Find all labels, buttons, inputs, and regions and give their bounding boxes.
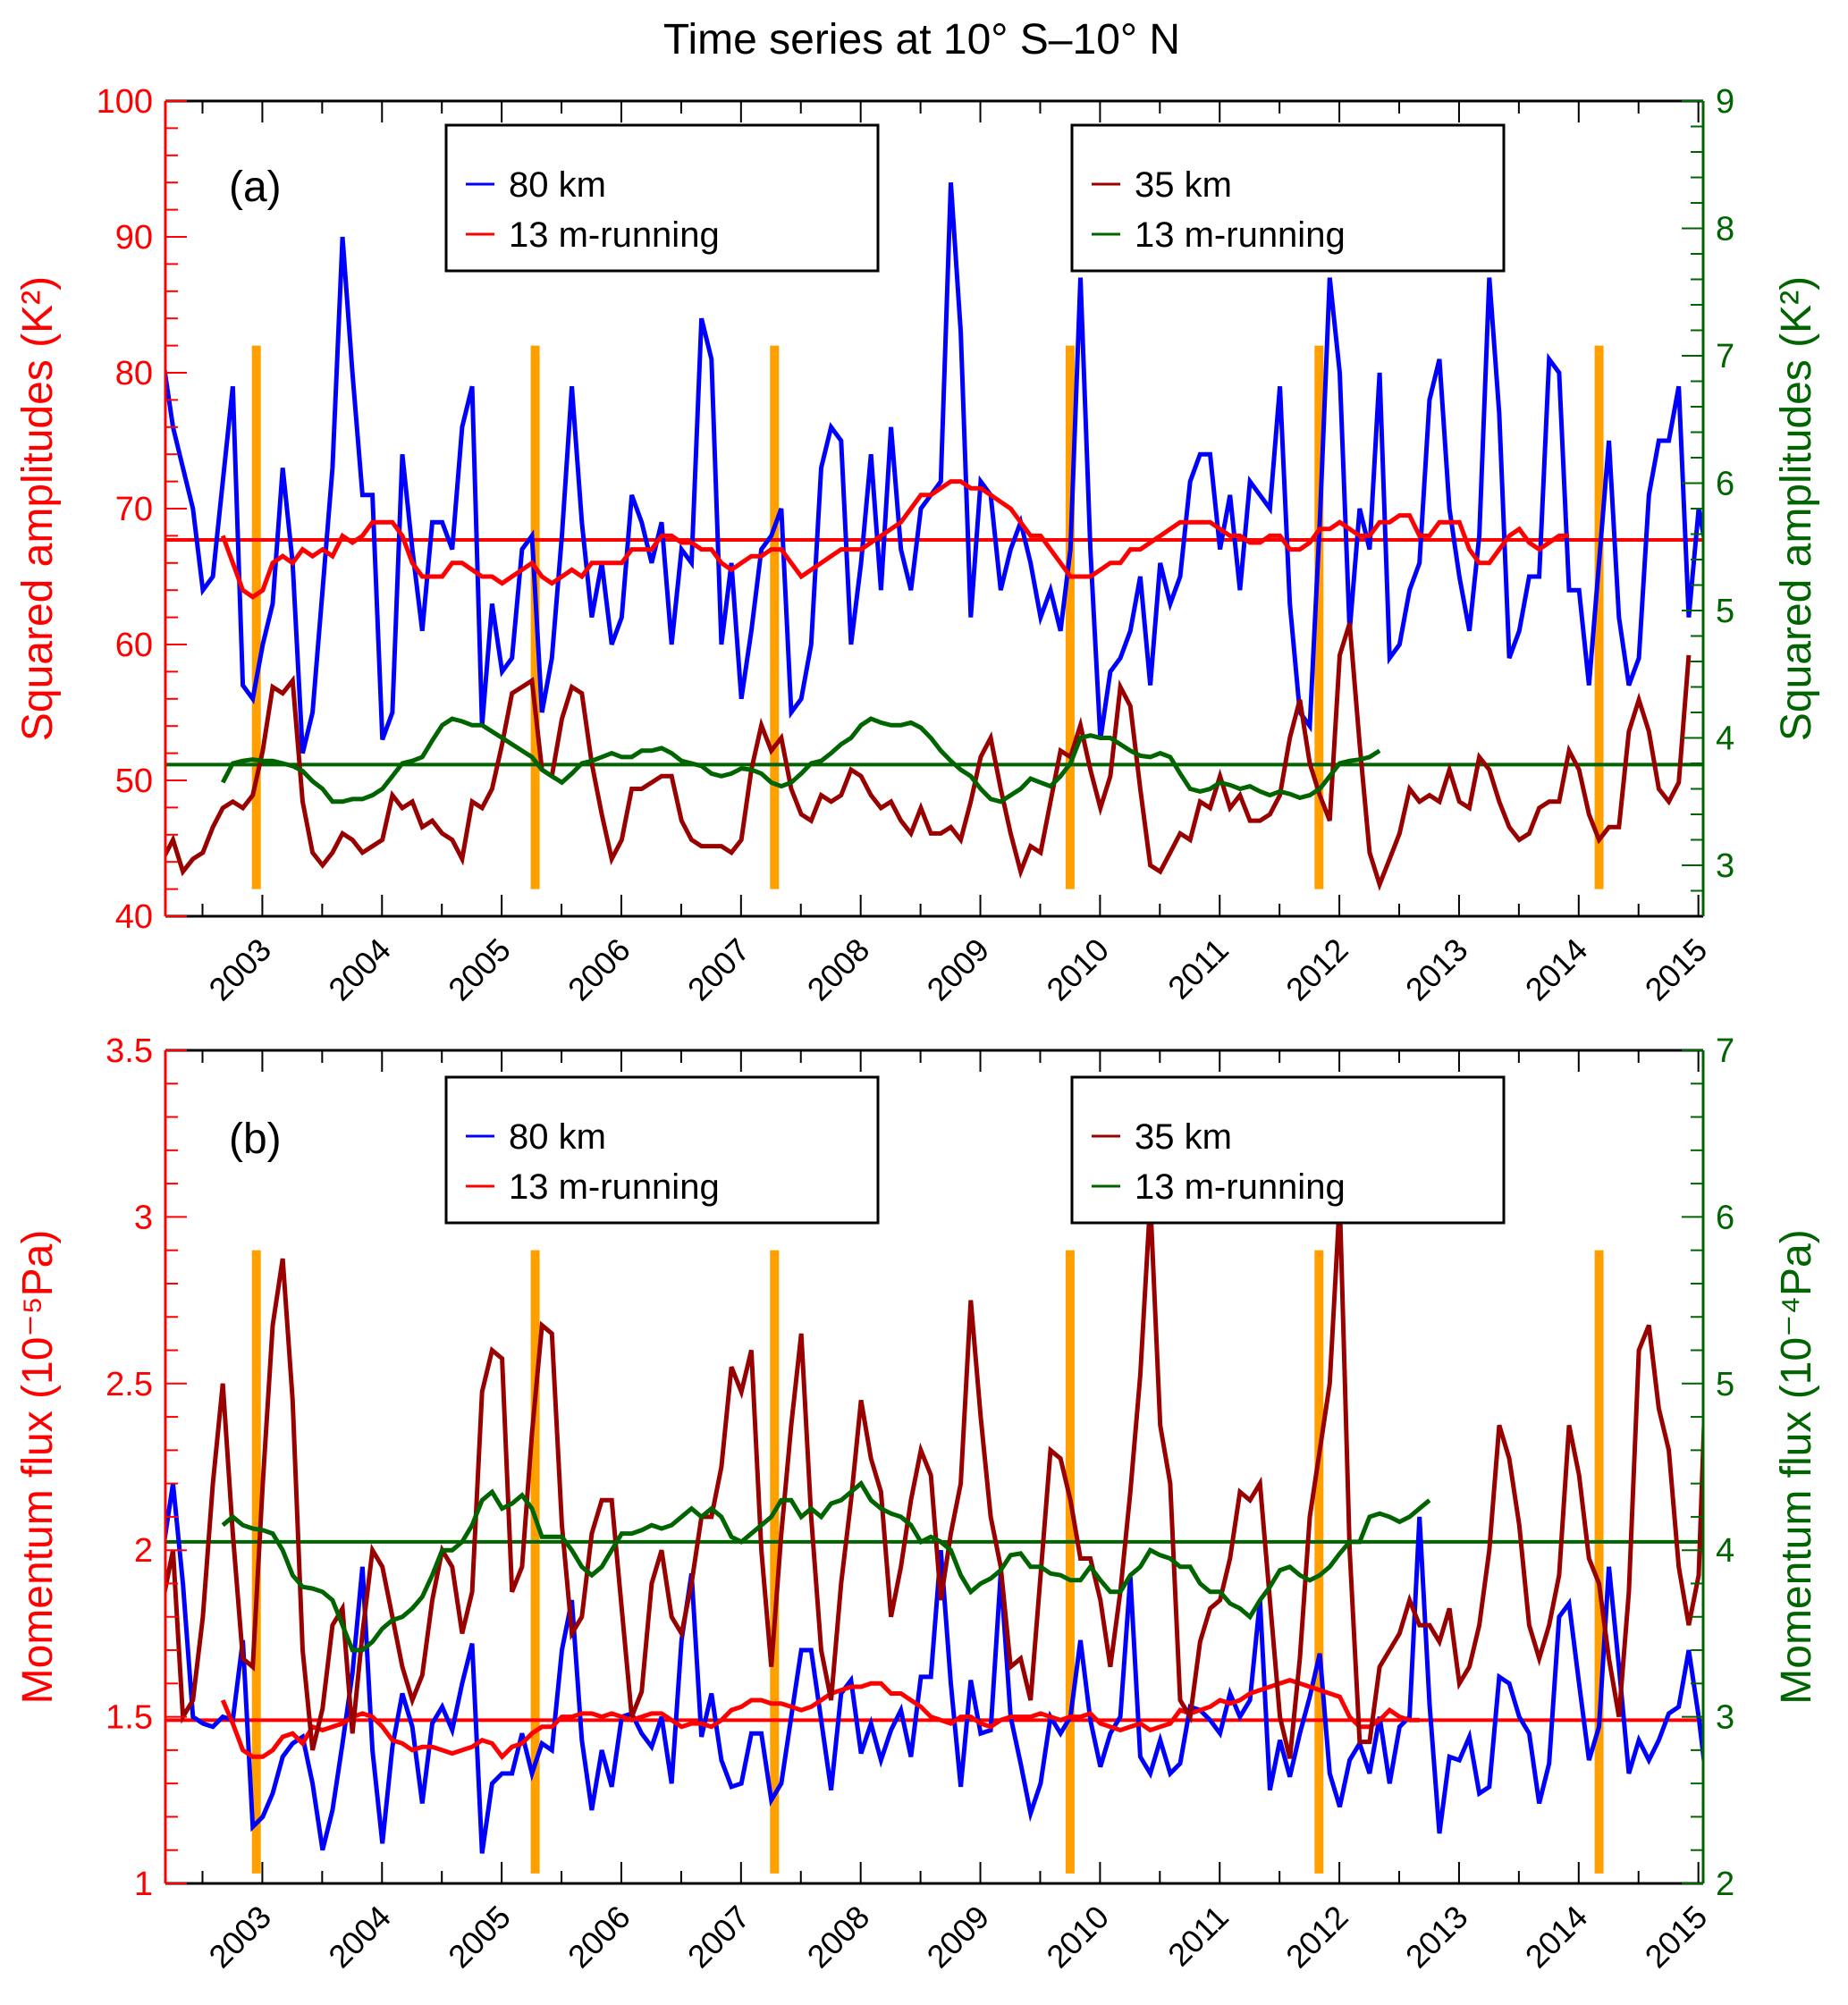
right-y-tick-label: 6 <box>1716 466 1734 503</box>
right-y-tick-label: 6 <box>1716 1199 1734 1236</box>
legend-box <box>444 123 880 273</box>
right-y-tick-label: 2 <box>1716 1866 1734 1903</box>
x-tick-label: 2004 <box>321 1899 398 1976</box>
right-y-tick-label: 4 <box>1716 720 1734 758</box>
series-line-2 <box>165 1200 1703 1759</box>
left-y-tick-label: 100 <box>97 83 153 121</box>
series-line-3 <box>220 716 1381 805</box>
left-y-tick-label: 60 <box>115 627 153 664</box>
x-tick-label: 2005 <box>441 1899 518 1976</box>
x-tick-label: 2015 <box>1638 1899 1715 1976</box>
legend-label: 13 m-running <box>1135 215 1346 255</box>
left-y-tick-label: 3.5 <box>105 1032 153 1070</box>
x-tick-label: 2009 <box>920 931 997 1008</box>
left-y-tick-label: 70 <box>115 491 153 528</box>
x-tick-label: 2015 <box>1638 931 1715 1008</box>
x-tick-label: 2010 <box>1039 1899 1116 1976</box>
series-line-3 <box>221 1479 1431 1653</box>
figure-title: Time series at 10° S–10° N <box>663 16 1180 63</box>
right-y-tick-label: 7 <box>1716 338 1734 375</box>
right-y-tick-label: 3 <box>1716 1699 1734 1737</box>
legend-right: 35 km 13 m-running <box>1070 1075 1506 1225</box>
x-tick-label: 2013 <box>1398 1899 1475 1976</box>
left-y-tick-label: 80 <box>115 355 153 392</box>
x-tick-label: 2014 <box>1518 931 1595 1008</box>
legend-left: 80 km 13 m-running <box>444 123 880 273</box>
series-line-2 <box>165 622 1692 891</box>
right-y-tick-label: 8 <box>1716 211 1734 249</box>
x-tick-label: 2011 <box>1160 931 1236 1007</box>
left-y-tick-label: 2 <box>134 1532 153 1570</box>
x-tick-label: 2010 <box>1039 931 1116 1008</box>
x-tick-label: 2008 <box>800 1899 877 1976</box>
panel-label: (b) <box>229 1116 282 1163</box>
x-tick-label: 2007 <box>680 931 757 1008</box>
x-tick-label: 2006 <box>561 1899 637 1976</box>
right-y-tick-label: 3 <box>1716 847 1734 885</box>
left-y-tick-label: 1 <box>134 1866 153 1903</box>
legend-label: 35 km <box>1135 1117 1232 1157</box>
x-tick-label: 2012 <box>1278 1899 1355 1976</box>
x-tick-label: 2007 <box>680 1899 757 1976</box>
legend-box <box>1070 1075 1506 1225</box>
x-tick-label: 2014 <box>1518 1899 1595 1976</box>
legend-label: 80 km <box>509 1117 606 1157</box>
x-tick-label: 2006 <box>561 931 637 1008</box>
series-line-1 <box>220 479 1569 600</box>
left-axis-label: Momentum flux (10⁻⁵Pa) <box>14 1230 62 1705</box>
right-y-tick-label: 9 <box>1716 83 1734 121</box>
right-y-tick-label: 7 <box>1716 1032 1734 1070</box>
left-axis-label: Squared amplitudes (K²) <box>14 276 62 741</box>
series-line-0 <box>165 1483 1703 1854</box>
right-axis-label: Squared amplitudes (K²) <box>1773 276 1820 741</box>
legend-label: 13 m-running <box>1135 1167 1346 1207</box>
right-y-tick-label: 4 <box>1716 1532 1734 1570</box>
legend-label: 35 km <box>1135 165 1232 205</box>
right-axis-label: Momentum flux (10⁻⁴Pa) <box>1773 1229 1820 1704</box>
x-tick-label: 2008 <box>800 931 877 1008</box>
x-tick-label: 2003 <box>201 1899 278 1976</box>
x-tick-label: 2012 <box>1278 931 1355 1008</box>
x-tick-label: 2004 <box>321 931 398 1008</box>
left-y-tick-label: 3 <box>134 1199 153 1236</box>
legend-label: 13 m-running <box>509 1167 720 1207</box>
legend-left: 80 km 13 m-running <box>444 1075 880 1225</box>
left-y-tick-label: 90 <box>115 219 153 257</box>
panel-label: (a) <box>229 164 282 211</box>
legend-right: 35 km 13 m-running <box>1070 123 1506 273</box>
legend-box <box>444 1075 880 1225</box>
x-tick-label: 2009 <box>920 1899 997 1976</box>
left-y-tick-label: 50 <box>115 762 153 800</box>
x-tick-label: 2013 <box>1398 931 1475 1008</box>
series-line-1 <box>220 1677 1420 1761</box>
legend-label: 80 km <box>509 165 606 205</box>
left-y-tick-label: 1.5 <box>105 1699 153 1737</box>
legend-label: 13 m-running <box>509 215 720 255</box>
x-tick-label: 2003 <box>201 931 278 1008</box>
x-tick-label: 2011 <box>1160 1899 1236 1974</box>
x-tick-label: 2005 <box>441 931 518 1008</box>
series-line-0 <box>165 182 1703 754</box>
panel-a: 2003 2004 2005 2006 2007 2008 2009 2010 2011 2012… <box>14 83 1820 1007</box>
panel-b: 2003 2004 2005 2006 2007 2008 2009 2010 2011 2012… <box>14 1032 1820 1976</box>
legend-box <box>1070 123 1506 273</box>
left-y-tick-label: 40 <box>115 898 153 936</box>
left-y-tick-label: 2.5 <box>105 1366 153 1403</box>
right-y-tick-label: 5 <box>1716 593 1734 630</box>
right-y-tick-label: 5 <box>1716 1366 1734 1403</box>
